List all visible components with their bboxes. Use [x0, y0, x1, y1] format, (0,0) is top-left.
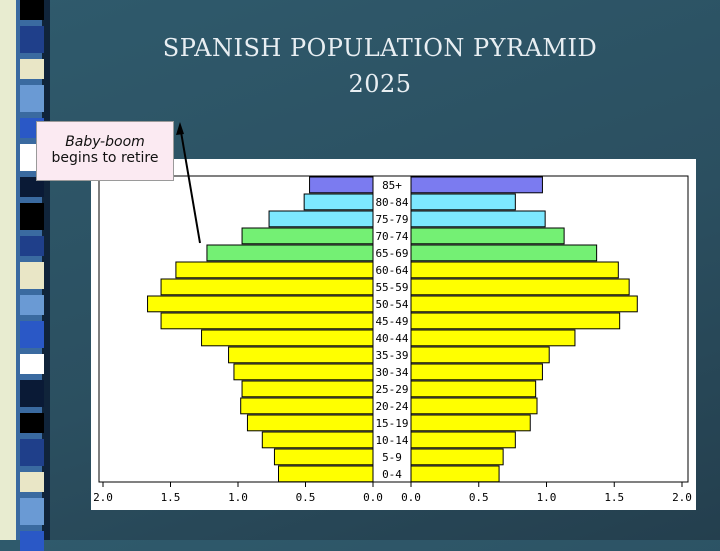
age-label: 35-39	[375, 349, 408, 362]
callout-line-1: Baby-boom	[65, 134, 145, 150]
strip-square	[20, 26, 44, 53]
x-tick-label-left: 1.5	[161, 491, 181, 504]
x-tick-label-right: 1.0	[537, 491, 557, 504]
age-label: 25-29	[375, 383, 408, 396]
chart-panel: 85+ 80-84 75-79 70-74 65-69 60-64 55-59 50-54 45…	[91, 159, 696, 510]
strip-square	[20, 354, 44, 374]
strip-square	[20, 177, 44, 197]
strip-square	[20, 413, 44, 433]
title-line-2: 2025	[348, 70, 412, 98]
x-tick-label-right: 1.5	[604, 491, 624, 504]
x-tick-label-right: 0.5	[469, 491, 489, 504]
population-pyramid-chart: 85+ 80-84 75-79 70-74 65-69 60-64 55-59 50-54 45…	[93, 175, 692, 504]
x-tick-label-left: 0.0	[363, 491, 383, 504]
strip-square	[20, 59, 44, 79]
strip-square	[20, 262, 44, 289]
strip-square	[20, 0, 44, 20]
baby-boom-callout: Baby-boom begins to retire	[36, 121, 174, 181]
age-label: 20-24	[375, 400, 408, 413]
age-label: 15-19	[375, 417, 408, 430]
strip-square	[20, 439, 44, 466]
x-tick-label-left: 2.0	[93, 491, 113, 504]
age-label: 65-69	[375, 247, 408, 260]
strip-square	[20, 203, 44, 230]
title-line-1: SPANISH POPULATION PYRAMID	[162, 34, 598, 62]
decorative-side-strip	[0, 0, 58, 551]
age-label: 0-4	[382, 468, 402, 481]
x-tick-label-right: 0.0	[401, 491, 421, 504]
strip-square	[20, 498, 44, 525]
age-label: 60-64	[375, 264, 408, 277]
age-label: 75-79	[375, 213, 408, 226]
strip-square	[20, 472, 44, 492]
slide-title: SPANISH POPULATION PYRAMID 2025	[70, 30, 690, 102]
x-tick-label-left: 1.0	[228, 491, 248, 504]
age-label: 50-54	[375, 298, 408, 311]
age-label: 55-59	[375, 281, 408, 294]
strip-square	[20, 380, 44, 407]
strip-square	[20, 295, 44, 315]
age-label: 80-84	[375, 196, 408, 209]
arrow-line	[179, 125, 201, 244]
x-tick-label-left: 0.5	[296, 491, 316, 504]
callout-line-2: begins to retire	[51, 150, 159, 166]
age-label: 5-9	[382, 451, 402, 464]
age-label: 45-49	[375, 315, 408, 328]
strip-column	[0, 0, 16, 540]
age-label: 70-74	[375, 230, 408, 243]
strip-column	[42, 0, 50, 540]
arrow-head	[176, 122, 184, 135]
age-label: 85+	[382, 179, 402, 192]
age-label: 40-44	[375, 332, 408, 345]
strip-square	[20, 85, 44, 112]
age-label: 30-34	[375, 366, 408, 379]
strip-square	[20, 236, 44, 256]
plot-frame	[98, 175, 689, 483]
x-tick-label-right: 2.0	[672, 491, 692, 504]
age-label: 10-14	[375, 434, 408, 447]
strip-square	[20, 321, 44, 348]
